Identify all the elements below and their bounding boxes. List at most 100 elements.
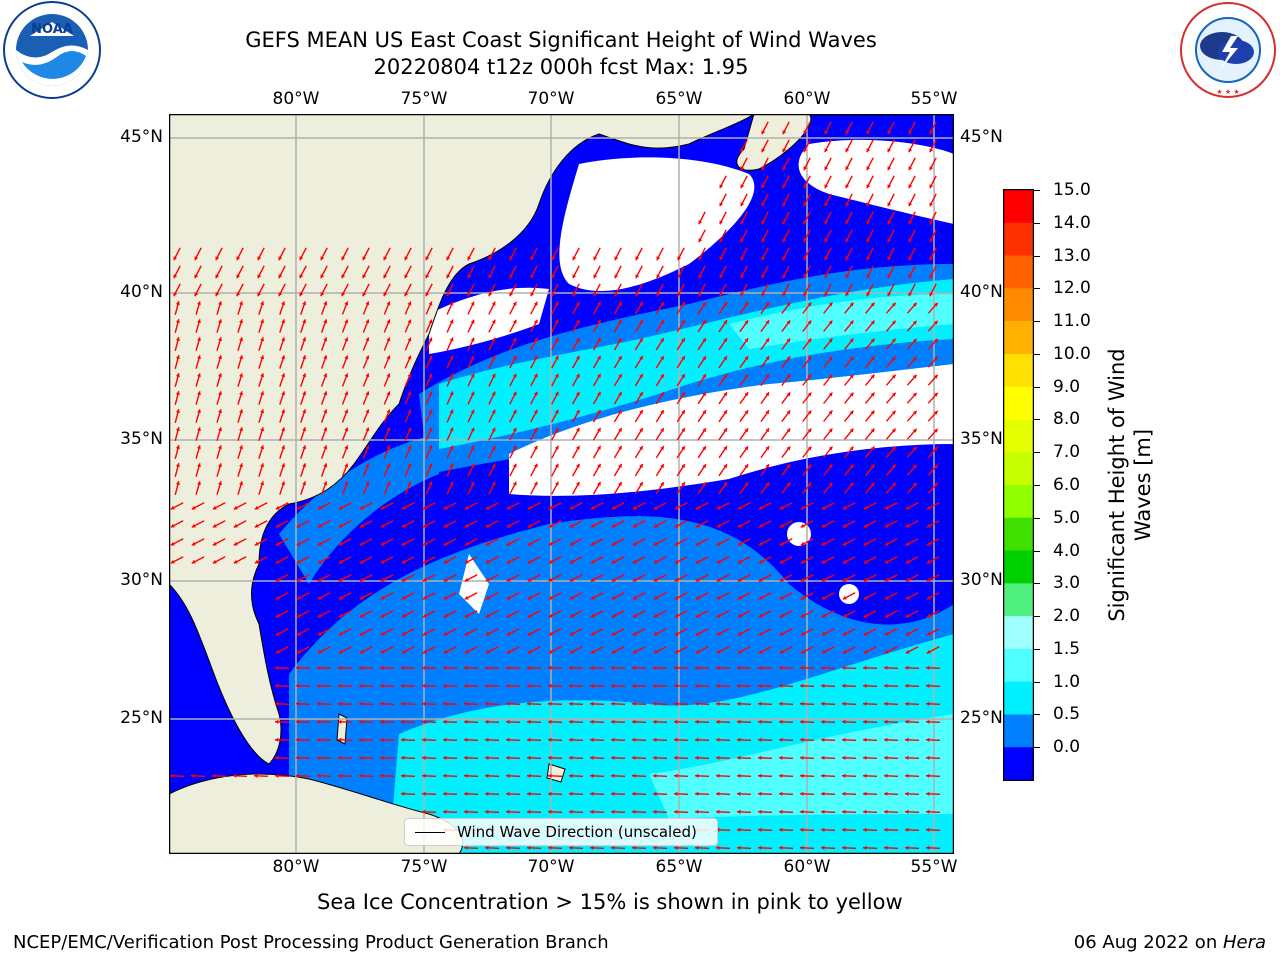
wind-wave-arrow-head xyxy=(761,256,766,261)
wind-wave-arrow-head xyxy=(407,319,412,324)
wind-wave-arrow-head xyxy=(863,595,868,600)
wind-wave-arrow-head xyxy=(681,374,685,379)
wind-wave-arrow-head xyxy=(506,809,510,814)
wind-wave-arrow-head xyxy=(723,482,727,487)
wind-wave-arrow-head xyxy=(653,577,658,582)
wind-wave-arrow-head xyxy=(845,238,850,243)
wind-wave-arrow-head xyxy=(569,755,573,760)
wind-wave-arrow-head xyxy=(884,791,888,796)
wind-wave-arrow-head xyxy=(359,613,364,618)
wind-wave-arrow-head xyxy=(891,464,896,469)
chart-title: GEFS MEAN US East Coast Significant Heig… xyxy=(245,28,877,52)
wind-wave-arrow-head xyxy=(569,541,574,546)
wind-wave-arrow-head xyxy=(761,238,766,243)
wind-wave-arrow-head xyxy=(632,791,636,796)
lat-label-right: 30°N xyxy=(960,570,1003,590)
wind-wave-arrow-head xyxy=(632,683,636,688)
wind-wave-arrow-head xyxy=(569,791,573,796)
wind-wave-arrow-head xyxy=(175,445,180,450)
wind-wave-arrow-head xyxy=(362,274,367,279)
wind-wave-arrow-head xyxy=(800,577,805,582)
wind-wave-arrow-head xyxy=(296,719,300,724)
wind-wave-arrow-head xyxy=(449,427,454,432)
wind-wave-arrow-head xyxy=(740,256,745,261)
wind-wave-arrow-head xyxy=(443,613,448,618)
wind-wave-arrow-head xyxy=(758,827,762,832)
wind-wave-arrow-head xyxy=(317,595,322,600)
wind-wave-arrow-head xyxy=(611,505,616,510)
wind-wave-arrow-head xyxy=(380,613,385,618)
wind-wave-arrow-head xyxy=(618,320,622,324)
wind-wave-arrow-head xyxy=(548,595,553,600)
wind-wave-arrow-head xyxy=(597,373,601,378)
wind-wave-arrow-head xyxy=(470,409,475,414)
wind-wave-arrow-head xyxy=(218,481,222,486)
colorbar-tick-label: 0.0 xyxy=(1053,737,1081,758)
wind-wave-arrow-head xyxy=(380,631,385,636)
wind-wave-arrow-head xyxy=(590,845,594,850)
wind-wave-arrow-head xyxy=(905,595,910,600)
wind-wave-arrow-head xyxy=(509,256,514,261)
wind-wave-arrow-head xyxy=(695,523,700,528)
wind-wave-arrow-head xyxy=(821,665,825,670)
wind-wave-arrow-head xyxy=(635,292,640,297)
wind-wave-arrow-head xyxy=(695,505,700,510)
wind-wave-arrow-head xyxy=(653,809,657,814)
wind-wave-arrow-head xyxy=(744,482,749,487)
wind-wave-arrow-head xyxy=(470,319,475,324)
wind-wave-arrow-head xyxy=(175,409,180,414)
wind-wave-arrow-head xyxy=(359,595,364,600)
wind-wave-arrow-head xyxy=(884,683,888,688)
wind-wave-arrow-head xyxy=(239,301,243,306)
wind-wave-arrow-head xyxy=(175,463,180,468)
wind-wave-arrow-head xyxy=(719,292,724,297)
colorbar-tick-label: 12.0 xyxy=(1053,278,1091,299)
wind-wave-arrow-head xyxy=(845,256,850,261)
wind-wave-arrow-head xyxy=(260,391,265,396)
wind-wave-arrow-head xyxy=(296,595,301,600)
colorbar-segment xyxy=(1004,714,1033,748)
wind-wave-arrow-head xyxy=(491,301,496,306)
wind-wave-arrow-head xyxy=(845,220,850,225)
wind-wave-arrow-head xyxy=(275,559,280,564)
wind-wave-arrow-head xyxy=(926,791,930,796)
wind-wave-arrow-head xyxy=(302,355,307,360)
wind-wave-arrow-head xyxy=(428,409,433,414)
wind-wave-arrow-head xyxy=(842,523,847,528)
wind-wave-arrow-head xyxy=(929,220,934,225)
wind-wave-arrow-head xyxy=(884,523,889,528)
wind-wave-arrow-head xyxy=(428,427,433,432)
wind-wave-arrow-head xyxy=(870,482,875,487)
wind-wave-arrow-head xyxy=(933,410,938,415)
lon-label-top: 65°W xyxy=(655,89,703,109)
wind-wave-arrow-head xyxy=(218,373,222,378)
wind-wave-arrow-head xyxy=(575,301,580,306)
wind-wave-arrow-head xyxy=(173,274,178,279)
wind-wave-arrow-head xyxy=(404,256,409,261)
wind-wave-arrow-head xyxy=(891,302,896,307)
wind-wave-arrow-head xyxy=(323,427,328,432)
wind-wave-arrow-head xyxy=(197,337,201,342)
wind-wave-arrow-head xyxy=(317,505,322,510)
wind-wave-arrow-head xyxy=(506,755,510,760)
lat-label-left: 45°N xyxy=(120,127,163,147)
wind-wave-arrow-head xyxy=(428,337,433,342)
wind-wave-arrow-head xyxy=(449,355,454,360)
wind-wave-arrow-head xyxy=(639,338,643,342)
wind-wave-arrow-head xyxy=(800,559,805,564)
wind-wave-arrow-head xyxy=(656,256,661,261)
wind-wave-arrow-head xyxy=(842,649,847,654)
wind-wave-arrow-head xyxy=(597,481,601,486)
wind-wave-arrow-head xyxy=(611,649,616,654)
wind-wave-arrow-head xyxy=(380,505,385,510)
wind-wave-arrow-head xyxy=(737,827,741,832)
wind-wave-arrow-head xyxy=(530,292,535,297)
wind-wave-arrow-head xyxy=(744,446,749,451)
wind-wave-arrow-head xyxy=(740,220,745,225)
wind-wave-arrow-head xyxy=(695,541,700,546)
colorbar-tick-mark xyxy=(1034,747,1040,749)
wind-wave-arrow-head xyxy=(359,701,363,706)
wind-wave-arrow-head xyxy=(635,274,640,279)
wind-wave-arrow-head xyxy=(779,845,783,850)
wind-wave-arrow-head xyxy=(296,665,300,670)
